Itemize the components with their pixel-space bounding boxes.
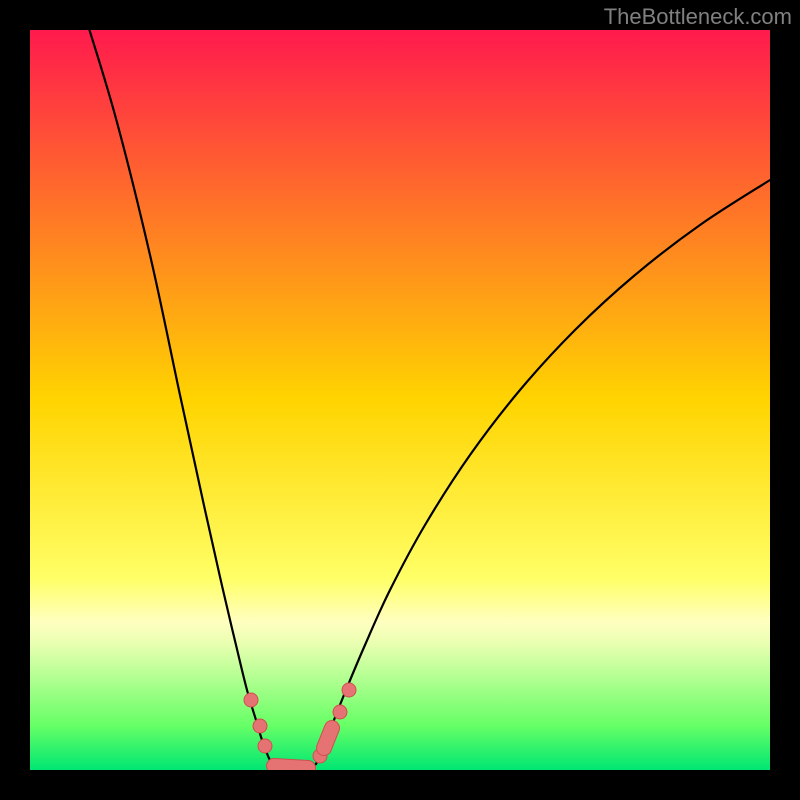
curve-overlay xyxy=(0,0,800,800)
marker-dot xyxy=(333,705,347,719)
marker-dot xyxy=(258,739,272,753)
marker-dot xyxy=(244,693,258,707)
marker-dot xyxy=(253,719,267,733)
marker-pill xyxy=(324,728,332,748)
marker-pill xyxy=(274,766,308,768)
curve-left xyxy=(80,0,272,764)
curve-right xyxy=(316,180,770,764)
chart-stage: TheBottleneck.com xyxy=(0,0,800,800)
marker-dot xyxy=(342,683,356,697)
